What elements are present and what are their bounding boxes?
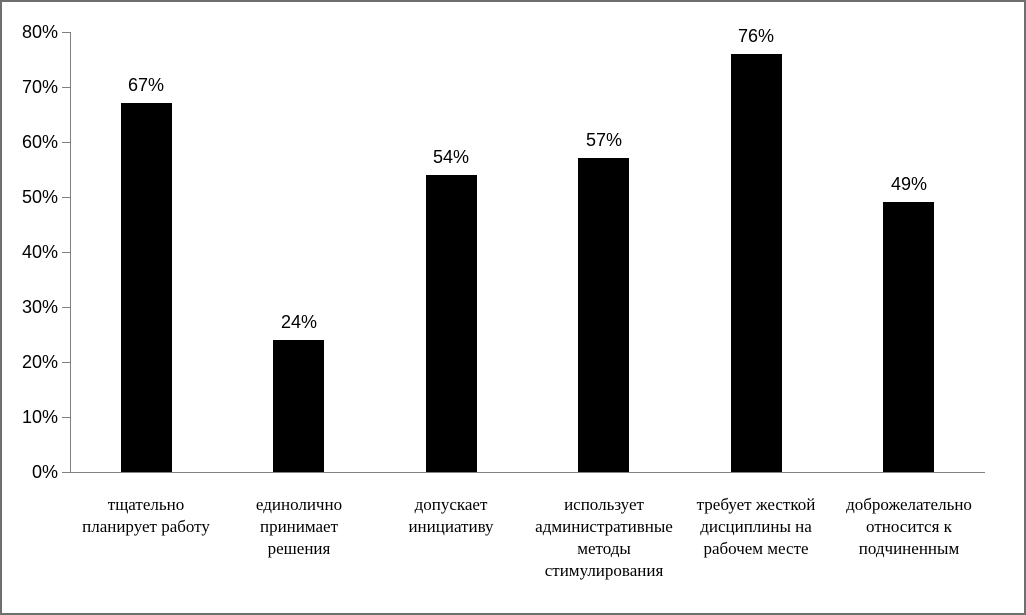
y-axis-tick-label: 40% <box>21 242 58 262</box>
y-axis-tick <box>62 252 70 253</box>
y-axis-tick-label: 80% <box>21 22 58 42</box>
x-axis-category-label: требует жесткой дисциплины на рабочем ме… <box>696 495 816 558</box>
y-axis-tick-label: 70% <box>21 77 58 97</box>
bar-value-label: 67% <box>127 75 165 95</box>
bar <box>731 54 782 472</box>
bar-value-label: 54% <box>432 147 470 167</box>
x-axis-category-label: использует административные методы стиму… <box>535 495 673 580</box>
bar-value-label: 76% <box>737 26 775 46</box>
y-axis-tick-label: 50% <box>21 187 58 207</box>
x-axis-line <box>70 472 985 473</box>
y-axis-tick-label: 60% <box>21 132 58 152</box>
y-axis-line <box>70 32 71 473</box>
bar <box>121 103 172 472</box>
y-axis-tick-label: 20% <box>21 352 58 372</box>
y-axis-tick <box>62 307 70 308</box>
x-axis-category-label: доброжелательно относится к подчиненным <box>846 495 972 558</box>
bar-value-label: 49% <box>890 174 928 194</box>
y-axis-tick-label: 0% <box>31 462 58 482</box>
x-axis-category-label: допускает инициативу <box>408 495 494 536</box>
y-axis-tick <box>62 32 70 33</box>
bar <box>883 202 934 472</box>
y-axis-tick <box>62 417 70 418</box>
y-axis-tick <box>62 472 70 473</box>
bar <box>273 340 324 472</box>
bar <box>578 158 629 472</box>
bar-value-label: 24% <box>280 312 318 332</box>
y-axis-tick <box>62 197 70 198</box>
x-axis-category-label: единолично принимает решения <box>255 495 343 558</box>
bar <box>426 175 477 472</box>
bar-value-label: 57% <box>585 130 623 150</box>
x-axis-category-label: тщательно планирует работу <box>82 495 210 536</box>
y-axis-tick <box>62 87 70 88</box>
y-axis-tick <box>62 142 70 143</box>
y-axis-tick-label: 30% <box>21 297 58 317</box>
y-axis-tick <box>62 362 70 363</box>
y-axis-tick-label: 10% <box>21 407 58 427</box>
